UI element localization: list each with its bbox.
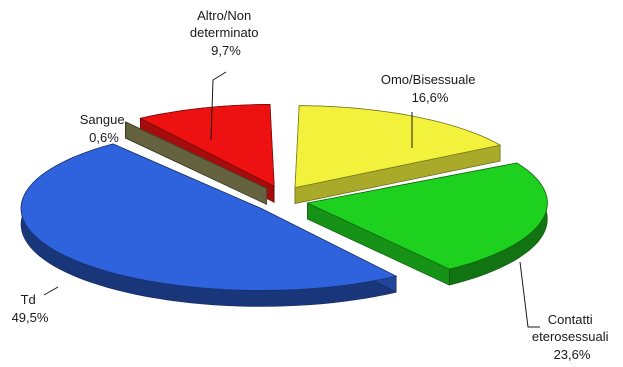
label-sangue: Sangue 0,6%: [80, 112, 128, 145]
label-td-line1: Td: [21, 292, 36, 307]
pie-slice-omo-bisessuale: [294, 105, 502, 204]
label-contatti-line1: Contatti: [548, 312, 593, 327]
pie-slice-sangue: [124, 121, 268, 205]
label-altro-line2: determinato: [190, 25, 259, 40]
label-altro-value: 9,7%: [211, 43, 241, 58]
slice-top: [20, 143, 398, 291]
label-td: Td 49,5%: [12, 292, 49, 325]
leader-line-td: [43, 286, 59, 296]
label-td-value: 49,5%: [12, 310, 49, 325]
pie-slice-td: [20, 143, 398, 307]
label-omo-line1: Omo/Bisessuale: [381, 72, 476, 87]
leader-line-altro: [210, 71, 227, 141]
label-altro: Altro/Non determinato 9,7%: [190, 8, 262, 58]
label-contatti-line2: eterosessuali: [532, 329, 609, 344]
label-contatti-value: 23,6%: [554, 347, 591, 362]
label-sangue-line1: Sangue: [80, 112, 125, 127]
slice-top: [139, 103, 275, 188]
label-omo: Omo/Bisessuale 16,6%: [381, 72, 479, 105]
label-omo-value: 16,6%: [412, 90, 449, 105]
slice-top: [306, 162, 548, 270]
label-contatti: Contatti eterosessuali 23,6%: [532, 312, 612, 362]
pie-slice-contatti-eterosessuali: [306, 162, 548, 286]
leader-line-contatti: [519, 261, 540, 328]
pie-slices: [20, 103, 548, 307]
slice-top: [294, 105, 502, 189]
slice-top: [124, 121, 267, 189]
leader-lines: [43, 71, 540, 328]
label-sangue-value: 0,6%: [89, 130, 119, 145]
label-altro-line1: Altro/Non: [197, 8, 251, 23]
